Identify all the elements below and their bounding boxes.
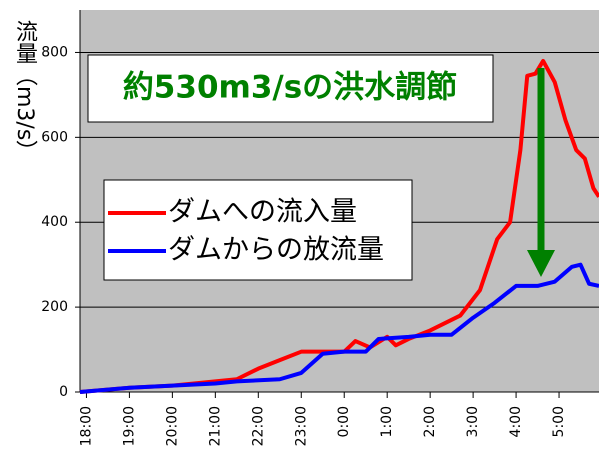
x-tick-label: 3:00 xyxy=(465,406,481,437)
x-tick-label: 20:00 xyxy=(164,406,180,446)
arrow-head xyxy=(527,250,555,277)
x-tick-label: 0:00 xyxy=(336,406,352,437)
legend-box xyxy=(103,179,413,281)
y-tick-label: 800 xyxy=(41,44,68,60)
annotation: 約530m3/sの洪水調節 xyxy=(123,70,457,106)
x-tick-label: 23:00 xyxy=(293,406,309,446)
x-tick-label: 21:00 xyxy=(207,406,223,446)
y-tick-label: 0 xyxy=(59,384,68,400)
y-tick-label: 400 xyxy=(41,214,68,230)
annotation-box xyxy=(87,54,494,123)
x-tick-label: 18:00 xyxy=(78,406,94,446)
y-tick-label: 600 xyxy=(41,129,68,145)
legend-label: ダムへの流入量 xyxy=(168,197,357,228)
x-tick-label: 22:00 xyxy=(250,406,266,446)
y-axis-label: 流量（m3/s） xyxy=(12,20,38,162)
x-tick-label: 19:00 xyxy=(121,406,137,446)
line-series xyxy=(79,262,599,394)
x-tick-label: 5:00 xyxy=(551,406,567,437)
legend-label: ダムからの放流量 xyxy=(168,235,384,266)
x-tick-label: 1:00 xyxy=(379,406,395,437)
x-tick-label: 4:00 xyxy=(508,406,524,437)
y-tick-label: 200 xyxy=(41,299,68,315)
x-tick-label: 2:00 xyxy=(422,406,438,437)
